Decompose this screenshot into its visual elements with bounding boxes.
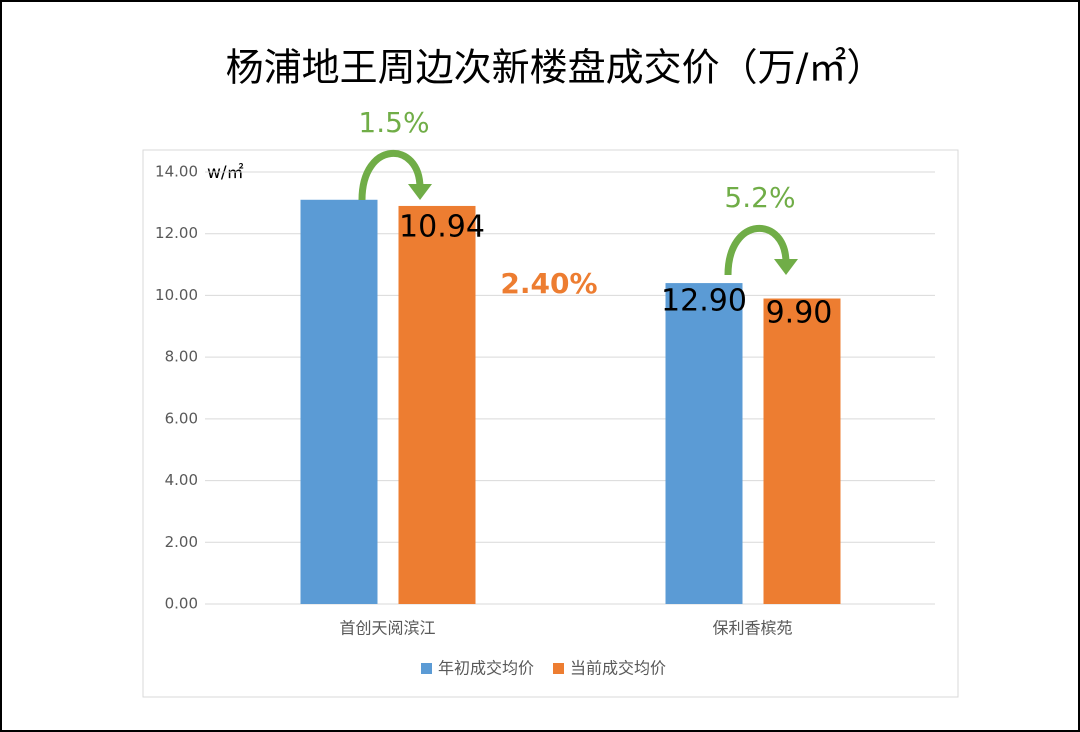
- annotation: 12.90: [661, 284, 747, 319]
- arrows: [358, 149, 798, 276]
- annotation: 10.94: [399, 210, 485, 245]
- arrow-head: [774, 259, 798, 275]
- y-tick-label: 2.00: [165, 533, 198, 551]
- legend-swatch: [553, 663, 564, 674]
- arrow: [724, 224, 790, 276]
- legend-label: 当前成交均价: [570, 659, 666, 678]
- y-tick-label: 0.00: [165, 595, 198, 613]
- annotation: 9.90: [766, 296, 833, 331]
- bar: [665, 283, 743, 604]
- annotation: 5.2%: [724, 181, 795, 214]
- bar: [300, 199, 378, 604]
- y-tick-label: 12.00: [155, 224, 198, 242]
- annotation: 2.40%: [500, 267, 597, 300]
- x-tick-label: 保利香槟苑: [712, 619, 792, 638]
- legend-label: 年初成交均价: [438, 659, 534, 678]
- y-tick-label: 6.00: [165, 409, 198, 427]
- bar: [398, 205, 476, 604]
- y-tick-label: 10.00: [155, 286, 198, 304]
- arrow: [358, 149, 424, 201]
- y-tick-label: 4.00: [165, 471, 198, 489]
- chart-title: 杨浦地王周边次新楼盘成交价（万/㎡）: [226, 46, 885, 90]
- bar: [763, 298, 841, 604]
- y-tick-label: 14.00: [155, 163, 198, 181]
- y-unit: w/㎡: [207, 163, 244, 183]
- annotation: 1.5%: [358, 106, 429, 139]
- x-tick-label: 首创天阅滨江: [339, 619, 435, 638]
- y-tick-label: 8.00: [165, 348, 198, 366]
- legend-swatch: [421, 663, 432, 674]
- arrow-head: [408, 184, 432, 200]
